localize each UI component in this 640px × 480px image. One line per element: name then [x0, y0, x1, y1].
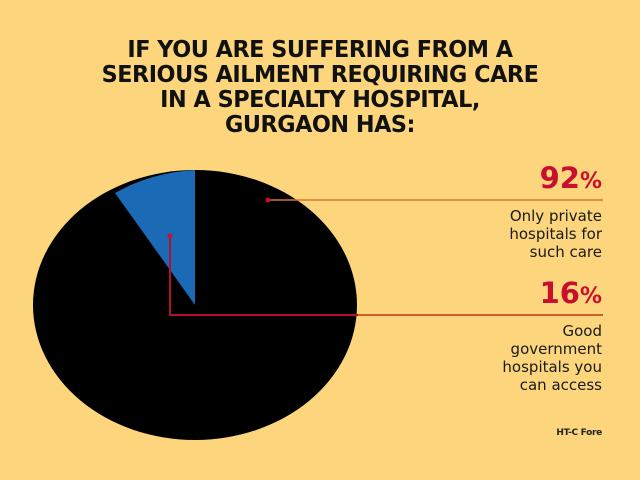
title-line-3: IN A SPECIALTY HOSPITAL, [160, 85, 480, 113]
stat-private: 92% Only private hospitals for such care [509, 163, 602, 261]
title-line-1: IF YOU ARE SUFFERING FROM A [127, 35, 513, 63]
title-line-4: GURGAON HAS: [225, 110, 415, 138]
leader-dot-private [265, 197, 271, 203]
stat-government: 16% Good government hospitals you can ac… [502, 278, 602, 394]
pie-slice-government [115, 170, 195, 305]
title-line-2: SERIOUS AILMENT REQUIRING CARE [101, 60, 539, 88]
chart-title: IF YOU ARE SUFFERING FROM A SERIOUS AILM… [16, 37, 624, 137]
source-credit: HT-C Fore [556, 428, 602, 438]
stat-private-description: Only private hospitals for such care [509, 207, 602, 261]
stat-government-description: Good government hospitals you can access [502, 322, 602, 394]
stat-government-value: 16% [539, 276, 602, 310]
leader-dot-government [167, 233, 173, 239]
stat-private-value: 92% [539, 161, 602, 195]
